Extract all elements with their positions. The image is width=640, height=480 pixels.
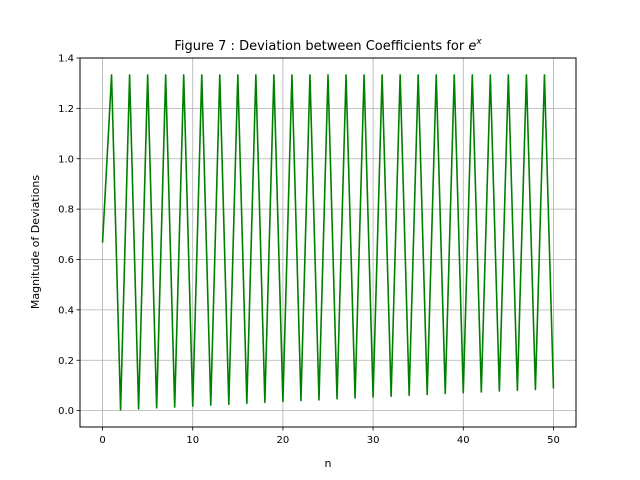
chart-title-superscript: x (475, 37, 482, 47)
series-group (101, 74, 555, 411)
y-tick-label: 0.2 (58, 356, 74, 367)
plot-area (80, 58, 576, 427)
y-tick-label: 0.4 (58, 305, 74, 316)
y-tick-label: 1.4 (58, 54, 74, 65)
y-axis-label: Magnitude of Deviations (29, 175, 42, 309)
plot-frame (79, 57, 577, 428)
y-tick-label: 0.6 (58, 255, 74, 266)
x-tick-label: 20 (277, 435, 290, 446)
x-axis-label: n (325, 457, 332, 470)
chart-title-text: Figure 7 : Deviation between Coefficient… (174, 39, 468, 54)
x-axis: 0 10 20 30 40 50 (99, 427, 560, 446)
y-tick-label: 1.2 (58, 104, 74, 115)
x-tick-label: 0 (99, 435, 105, 446)
y-tick-label: 1.0 (58, 154, 74, 165)
y-tick-label: 0.8 (58, 205, 74, 216)
x-tick-label: 30 (367, 435, 380, 446)
x-tick-label: 40 (457, 435, 470, 446)
y-axis: 0.0 0.2 0.4 0.6 0.8 1.0 1.2 1.4 (58, 54, 80, 417)
y-tick-label: 0.0 (58, 406, 74, 417)
series-line-0 (101, 74, 555, 411)
x-tick-label: 10 (186, 435, 199, 446)
x-tick-label: 50 (547, 435, 560, 446)
chart-title: Figure 7 : Deviation between Coefficient… (174, 37, 482, 54)
chart-title-math: e (468, 39, 476, 54)
